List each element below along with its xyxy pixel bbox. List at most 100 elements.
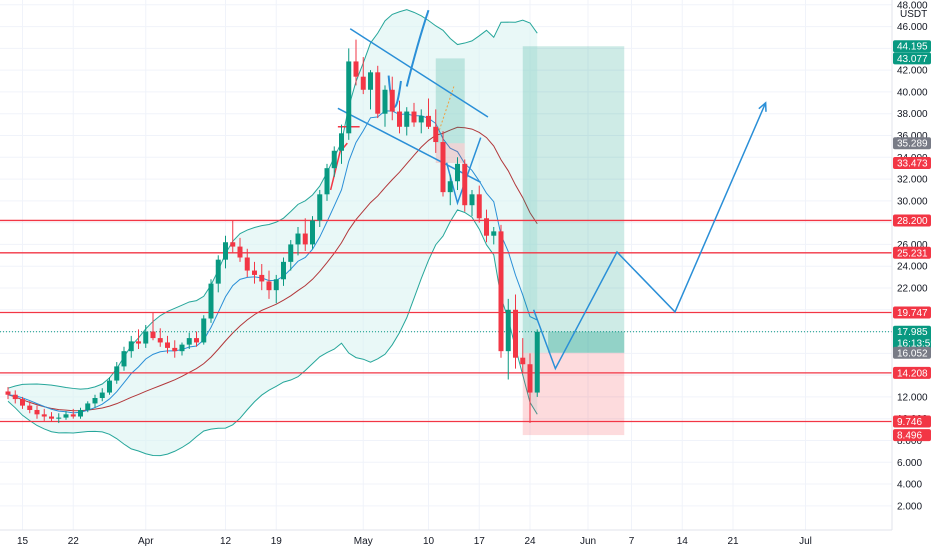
red-tick-mark: [329, 142, 348, 191]
y-tick-label-20: 42.000: [897, 66, 928, 77]
price-badge-11: [893, 429, 931, 442]
candle-body-37: [273, 279, 279, 291]
y-tick-label-11: 24.000: [897, 262, 928, 273]
candle-body-43: [317, 194, 323, 221]
price-badge-label-2: 35.289: [897, 139, 928, 150]
price-badge-6: [893, 306, 931, 319]
candle-body-17: [128, 341, 134, 352]
price-badge-3: [893, 157, 931, 170]
candle-body-2: [20, 399, 25, 406]
candle-body-25: [186, 338, 192, 345]
candle-body-45: [331, 150, 337, 169]
x-tick-label-10: 7: [629, 536, 635, 547]
candle-body-27: [201, 318, 207, 343]
x-tick-label-1: 22: [68, 536, 80, 547]
candle-body-42: [310, 220, 315, 245]
candle-body-1: [12, 394, 18, 400]
candle-body-12: [92, 398, 98, 404]
y-tick-label-5: 12.000: [897, 392, 928, 403]
candle-body-13: [99, 392, 105, 399]
candle-body-62: [455, 163, 460, 182]
candle-body-64: [469, 194, 475, 206]
candle-body-49: [360, 76, 366, 90]
price-badge-10: [893, 415, 931, 428]
candle-body-48: [353, 61, 359, 77]
candle-body-7: [56, 417, 62, 419]
band-upper-line: [7, 9, 538, 390]
channel-upper-line: [349, 28, 489, 118]
candle-body-72: [527, 364, 533, 393]
price-badge-4: [893, 214, 931, 227]
candle-body-46: [339, 133, 344, 151]
countdown-label: 16:13:59: [897, 339, 932, 350]
candle-body-53: [389, 89, 395, 112]
y-tick-label-14: 30.000: [897, 196, 928, 207]
candle-body-22: [165, 342, 170, 348]
time-axis[interactable]: 15 22 Apr 12 19 May 10 17 24 Jun 7 14 21 Jul: [0, 529, 932, 550]
price-badge-label-5: 25.231: [897, 248, 928, 259]
y-tick-label-1: 4.000: [897, 480, 922, 491]
candle-body-52: [382, 89, 388, 114]
candle-body-5: [41, 414, 47, 417]
x-tick-label-9: Jun: [580, 536, 596, 547]
long-position-target-zone: [522, 46, 625, 353]
small-position-stop-zone: [435, 143, 465, 164]
candle-body-8: [63, 414, 69, 418]
price-axis[interactable]: 2.0004.0006.0008.00010.00012.00014.00016…: [891, 0, 932, 550]
x-tick-label-12: 21: [727, 536, 739, 547]
candle-body-68: [498, 231, 504, 352]
candle-body-31: [230, 242, 236, 247]
candle-body-21: [157, 338, 163, 343]
candle-body-65: [476, 194, 482, 219]
freehand-stroke: [405, 9, 430, 87]
candle-body-20: [150, 331, 156, 339]
y-tick-label-0: 2.000: [897, 501, 922, 512]
projection-path: [532, 101, 767, 371]
horizontal-levels: [0, 219, 892, 423]
price-badge-label-10: 9.746: [897, 417, 922, 428]
position-open-pnl: [548, 331, 625, 353]
candle-body-70: [513, 309, 518, 358]
y-tick-label-3: 8.000: [897, 436, 922, 447]
candle-body-56: [411, 111, 417, 123]
candle-body-60: [440, 142, 446, 193]
price-badge-2: [893, 137, 931, 150]
candle-body-55: [404, 111, 410, 127]
candle-body-47: [346, 61, 352, 134]
candle-body-61: [447, 181, 453, 193]
y-tick-label-2: 6.000: [897, 458, 922, 469]
candle-body-15: [114, 366, 120, 381]
x-tick-label-7: 17: [474, 536, 486, 547]
candle-body-44: [324, 168, 330, 195]
y-tick-label-12: 26.000: [897, 240, 928, 251]
x-tick-label-0: 15: [17, 536, 29, 547]
band-basis-line: [7, 126, 538, 412]
candle-body-51: [375, 72, 381, 114]
candle-body-33: [244, 257, 250, 271]
price-badge-0: [893, 40, 931, 53]
candle-body-18: [136, 341, 141, 344]
band-lower-line: [7, 209, 538, 457]
x-tick-label-11: 14: [677, 536, 689, 547]
y-tick-label-19: 40.000: [897, 87, 928, 98]
candle-body-50: [368, 72, 373, 90]
small-position-target-zone: [435, 58, 465, 144]
y-tick-label-17: 36.000: [897, 131, 928, 142]
candle-body-28: [208, 283, 214, 319]
candle-body-29: [215, 259, 221, 284]
candle-body-35: [259, 274, 265, 282]
candle-body-58: [426, 115, 431, 127]
x-tick-label-2: Apr: [138, 536, 154, 547]
price-badge-label-4: 28.200: [897, 216, 928, 227]
y-tick-label-10: 22.000: [897, 283, 928, 294]
price-badge-1: [893, 52, 931, 65]
projection-arrowhead: [758, 101, 767, 112]
candle-body-71: [520, 357, 526, 365]
candle-body-24: [179, 344, 185, 352]
price-badge-label-1: 43.077: [897, 54, 928, 65]
price-badge-label-8: 16.052: [897, 348, 928, 359]
candle-body-36: [266, 281, 272, 291]
price-badge-label-11: 8.496: [897, 431, 922, 442]
price-badge-label-0: 44.195: [897, 42, 928, 53]
